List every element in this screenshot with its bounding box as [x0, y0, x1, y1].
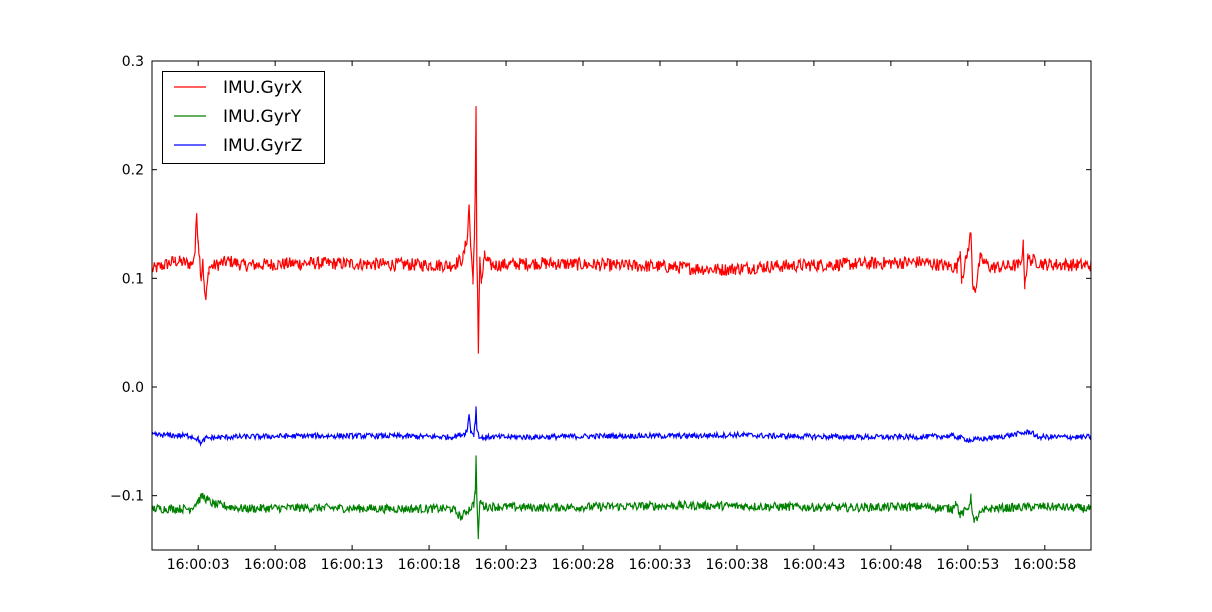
y-tick-label: 0.0 [122, 380, 144, 396]
y-tick-label: 0.2 [122, 163, 144, 179]
x-tick-label: 16:00:38 [706, 557, 769, 573]
x-tick-label: 16:00:28 [552, 557, 615, 573]
series-line-1 [152, 106, 1091, 354]
y-tick-label: 0.1 [122, 271, 144, 287]
legend-label: IMU.GyrZ [223, 136, 302, 156]
legend: IMU.GyrX IMU.GyrY IMU.GyrZ [162, 71, 325, 164]
series-line-2 [152, 455, 1091, 540]
x-tick-label: 16:00:33 [629, 557, 692, 573]
x-tick-label: 16:00:23 [475, 557, 538, 573]
series-line-3 [152, 406, 1091, 448]
y-axis: −0.1 0.0 0.1 0.2 0.3 [110, 54, 1091, 505]
x-tick-label: 16:00:03 [167, 557, 230, 573]
x-tick-label: 16:00:58 [1013, 557, 1076, 573]
x-tick-label: 16:00:43 [782, 557, 845, 573]
x-tick-label: 16:00:13 [321, 557, 384, 573]
x-tick-label: 16:00:53 [936, 557, 999, 573]
x-tick-label: 16:00:18 [398, 557, 461, 573]
plot-frame [151, 60, 1092, 551]
y-tick-label: 0.3 [122, 54, 144, 70]
y-tick-label: −0.1 [110, 489, 144, 505]
x-axis: 16:00:03 16:00:08 16:00:13 16:00:18 16:00:23… [167, 61, 1076, 573]
legend-label: IMU.GyrX [223, 78, 303, 98]
series-layer [152, 106, 1091, 540]
x-tick-label: 16:00:48 [859, 557, 922, 573]
legend-label: IMU.GyrY [223, 107, 302, 127]
x-tick-label: 16:00:08 [244, 557, 307, 573]
